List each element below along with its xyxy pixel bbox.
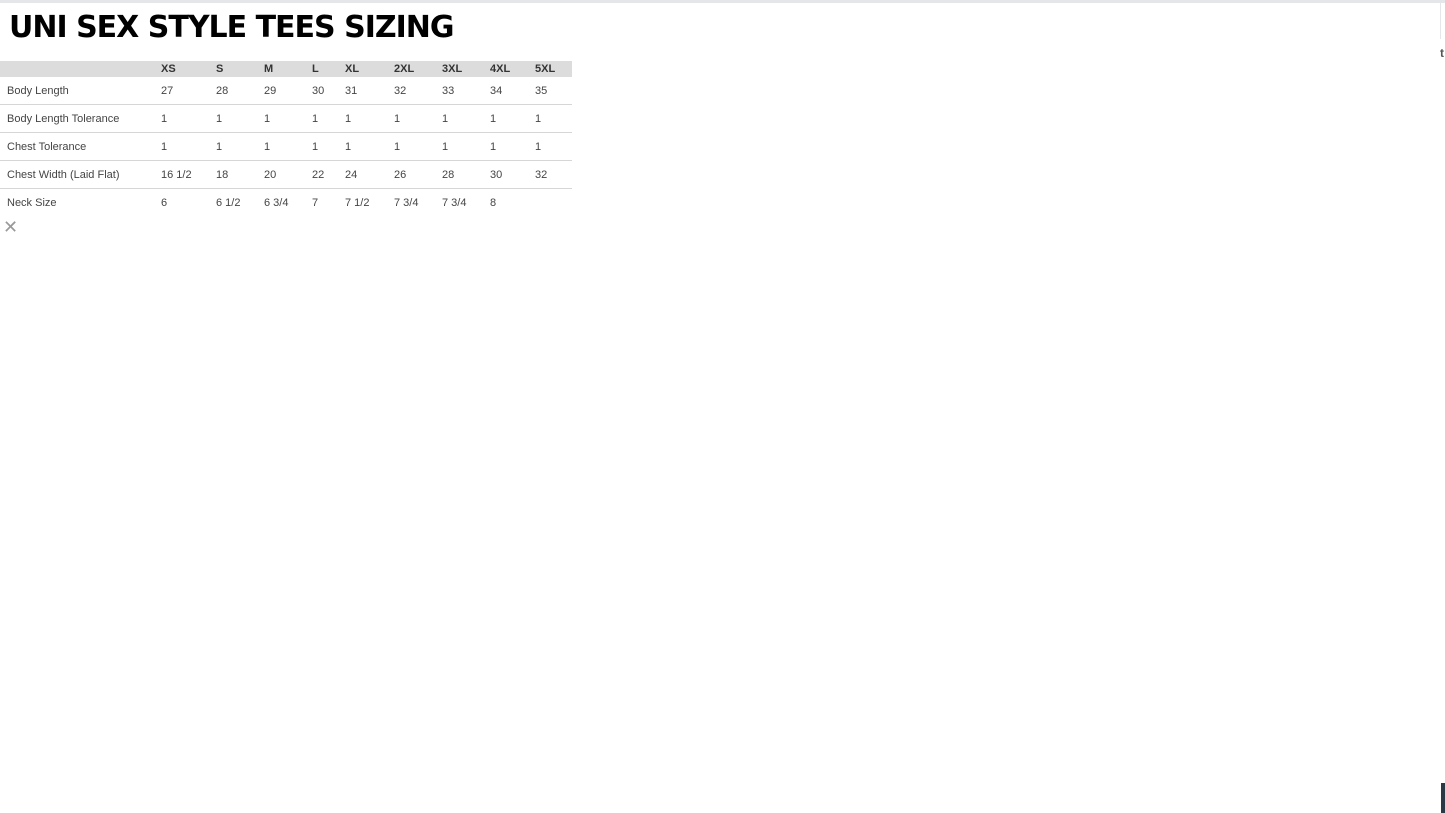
table-cell: 32 <box>535 160 572 189</box>
table-header-row: XS S M L XL 2XL 3XL 4XL 5XL <box>0 61 572 77</box>
table-row: Neck Size 6 6 1/2 6 3/4 7 7 1/2 7 3/4 7 3/4 8 <box>0 189 572 217</box>
table-cell: 34 <box>490 77 535 105</box>
column-header-2xl: 2XL <box>394 63 415 75</box>
table-cell: 28 <box>442 160 490 189</box>
table-row: Chest Tolerance 1 1 1 1 1 1 1 1 1 <box>0 132 572 161</box>
table-cell: 1 <box>394 104 442 133</box>
top-border <box>0 0 1445 3</box>
table-cell <box>535 189 572 217</box>
table-cell: 7 3/4 <box>442 196 467 209</box>
column-header-m: M <box>264 63 274 75</box>
table-cell: 26 <box>394 160 442 189</box>
table-cell: 7 1/2 <box>345 196 370 209</box>
table-cell: 1 <box>394 132 442 161</box>
table-cell: 33 <box>442 77 490 105</box>
row-label: Body Length Tolerance <box>0 104 161 133</box>
table-cell: 1 <box>345 132 394 161</box>
table-cell: 22 <box>312 160 345 189</box>
table-cell: 1 <box>490 104 535 133</box>
table-cell: 16 1/2 <box>161 160 216 189</box>
table-cell: 1 <box>490 132 535 161</box>
column-header-xl: XL <box>345 63 360 75</box>
column-header-s: S <box>216 63 224 75</box>
table-cell: 30 <box>490 160 535 189</box>
table-cell: 1 <box>345 104 394 133</box>
right-edge-panel <box>1440 3 1445 39</box>
table-cell: 1 <box>442 104 490 133</box>
table-cell: 8 <box>490 196 497 209</box>
table-cell: 7 <box>312 196 319 209</box>
table-cell: 1 <box>161 132 216 161</box>
table-cell: 1 <box>161 104 216 133</box>
table-cell: 28 <box>216 77 264 105</box>
size-chart-table: XS S M L XL 2XL 3XL 4XL 5XL Body Length 27 28 29 30 3… <box>0 61 572 216</box>
table-cell: 20 <box>264 160 312 189</box>
table-cell: 18 <box>216 160 264 189</box>
edge-text: t <box>1440 46 1444 60</box>
table-cell: 1 <box>442 132 490 161</box>
table-cell: 27 <box>161 77 216 105</box>
row-label: Body Length <box>0 77 161 105</box>
table-cell: 6 3/4 <box>264 196 289 209</box>
table-cell: 1 <box>312 132 345 161</box>
close-icon[interactable]: ✕ <box>3 217 19 237</box>
table-cell: 6 1/2 <box>216 196 241 209</box>
table-cell: 35 <box>535 77 572 105</box>
row-label: Chest Tolerance <box>0 132 161 161</box>
table-cell: 1 <box>264 132 312 161</box>
table-cell: 30 <box>312 77 345 105</box>
table-cell: 1 <box>312 104 345 133</box>
table-cell: 32 <box>394 77 442 105</box>
table-cell: 24 <box>345 160 394 189</box>
row-label: Chest Width (Laid Flat) <box>0 160 161 189</box>
corner-block <box>1441 783 1445 813</box>
column-header-4xl: 4XL <box>490 63 511 75</box>
header-blank <box>0 61 161 77</box>
row-label: Neck Size <box>7 196 57 209</box>
table-cell: 29 <box>264 77 312 105</box>
table-row: Body Length Tolerance 1 1 1 1 1 1 1 1 1 <box>0 104 572 133</box>
table-row: Body Length 27 28 29 30 31 32 33 34 35 <box>0 77 572 105</box>
column-header-5xl: 5XL <box>535 63 556 75</box>
table-cell: 31 <box>345 77 394 105</box>
table-cell: 1 <box>264 104 312 133</box>
column-header-xs: XS <box>161 63 176 75</box>
column-header-3xl: 3XL <box>442 63 463 75</box>
page-title: UNI SEX STYLE TEES SIZING <box>9 10 455 45</box>
table-cell: 1 <box>535 104 572 133</box>
table-cell: 6 <box>161 196 168 209</box>
table-cell: 1 <box>216 132 264 161</box>
table-cell: 7 3/4 <box>394 196 419 209</box>
table-cell: 1 <box>535 132 572 161</box>
table-cell: 1 <box>216 104 264 133</box>
table-row: Chest Width (Laid Flat) 16 1/2 18 20 22 24 26 2… <box>0 160 572 189</box>
column-header-l: L <box>312 63 319 75</box>
